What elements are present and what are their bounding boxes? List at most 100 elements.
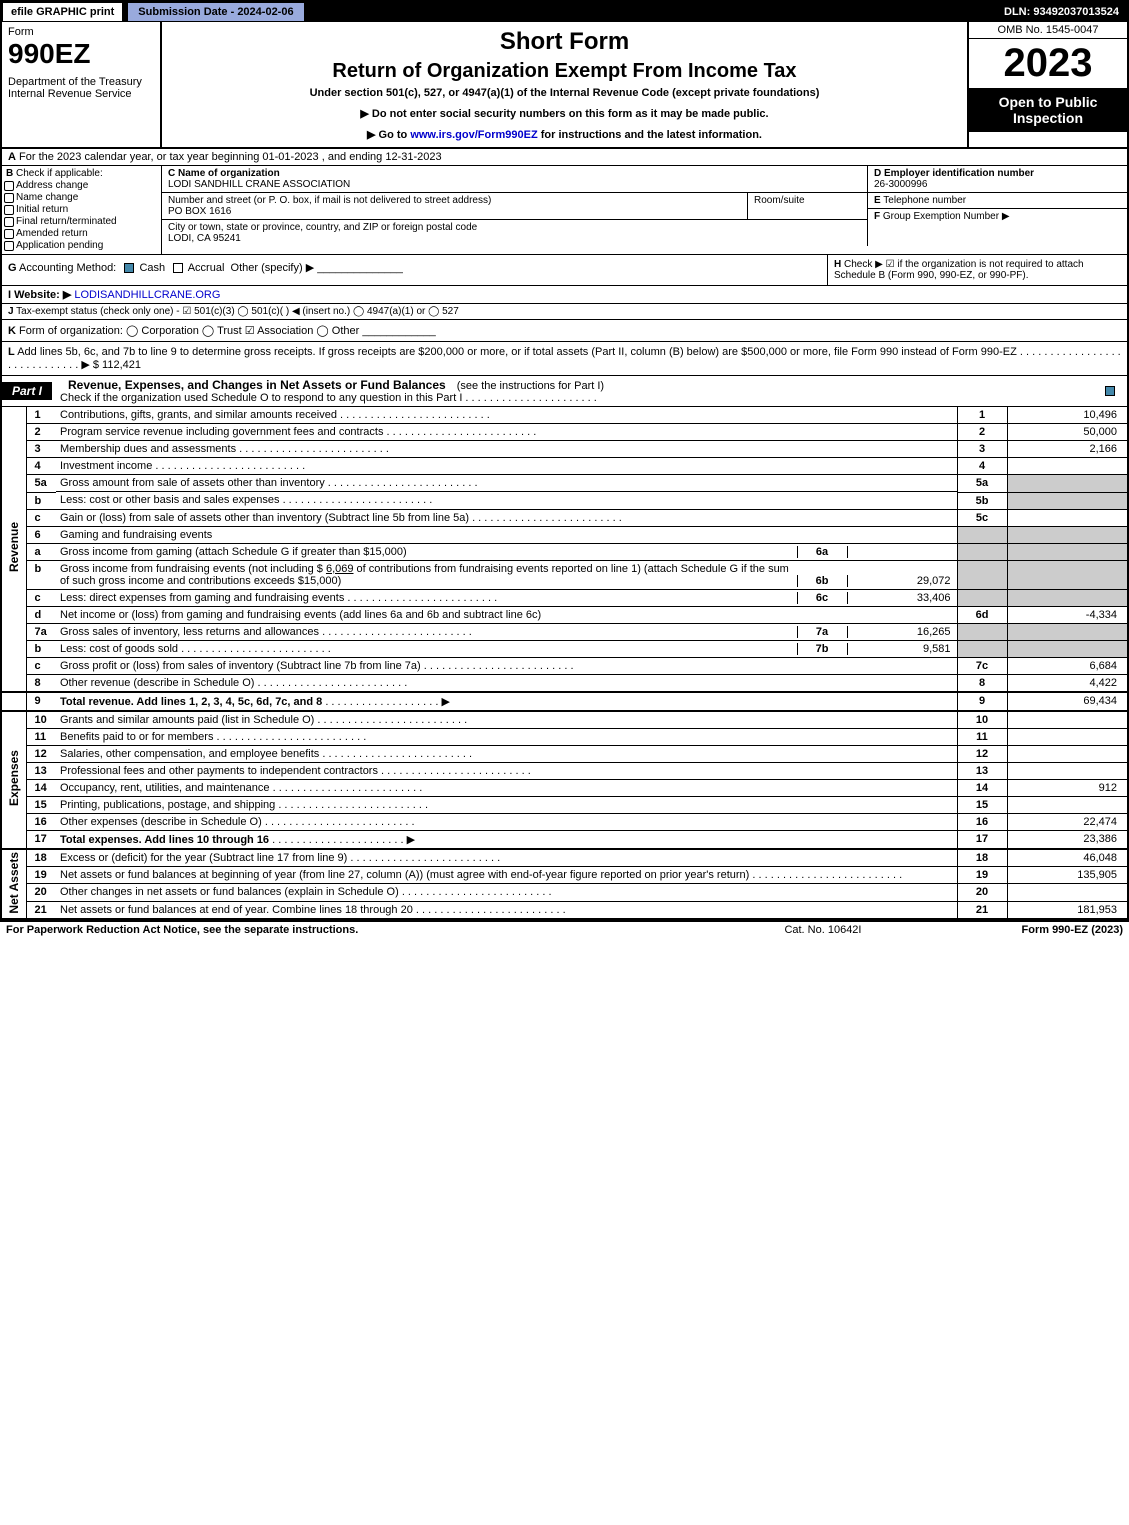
- checkbox-name-change[interactable]: Name change: [16, 192, 157, 203]
- f-label: F: [874, 211, 880, 222]
- b-label: B: [6, 168, 13, 179]
- checkbox-cash[interactable]: [124, 263, 134, 273]
- section-expenses: Expenses: [2, 711, 26, 849]
- sv-5a-pad: [1007, 475, 1127, 493]
- form-subtitle: Under section 501(c), 527, or 4947(a)(1)…: [172, 87, 957, 99]
- part-i-note: (see the instructions for Part I): [457, 380, 604, 392]
- g-label: G: [8, 262, 17, 274]
- desc-3: Membership dues and assessments: [56, 441, 957, 458]
- n-15: 15: [957, 796, 1007, 813]
- form-title-2: Return of Organization Exempt From Incom…: [172, 60, 957, 83]
- checkbox-initial-return[interactable]: Initial return: [16, 204, 157, 215]
- line-a: A For the 2023 calendar year, or tax yea…: [2, 149, 1127, 166]
- sv-5b-pad: [1007, 492, 1127, 509]
- desc-1: Contributions, gifts, grants, and simila…: [56, 407, 957, 424]
- desc-15: Printing, publications, postage, and shi…: [56, 796, 957, 813]
- v-14: 912: [1007, 779, 1127, 796]
- c-name-lbl: Name of organization: [178, 168, 280, 179]
- v-2: 50,000: [1007, 424, 1127, 441]
- n-6d: 6d: [957, 606, 1007, 623]
- footer-formno: Form 990-EZ (2023): [1022, 924, 1124, 936]
- desc-21: Net assets or fund balances at end of ye…: [56, 901, 957, 919]
- sv-7a: 16,265: [847, 626, 957, 638]
- desc-6b: Gross income from fundraising events (no…: [60, 563, 797, 587]
- n-3: 3: [957, 441, 1007, 458]
- v-19: 135,905: [1007, 866, 1127, 883]
- instructions-post: for instructions and the latest informat…: [538, 129, 762, 141]
- instructions-link[interactable]: www.irs.gov/Form990EZ: [410, 129, 537, 141]
- form-word: Form: [8, 26, 154, 38]
- line-a-label: A: [8, 151, 16, 163]
- desc-5c: Gain or (loss) from sale of assets other…: [56, 509, 957, 526]
- n-11: 11: [957, 728, 1007, 745]
- part-i-checkbox[interactable]: [1105, 386, 1115, 396]
- desc-13: Professional fees and other payments to …: [56, 762, 957, 779]
- form-number: 990EZ: [8, 38, 154, 70]
- efile-print-button[interactable]: efile GRAPHIC print: [2, 2, 123, 22]
- v-7c: 6,684: [1007, 657, 1127, 674]
- desc-4: Investment income: [56, 458, 957, 475]
- g-lbl: Accounting Method:: [19, 262, 116, 274]
- org-name: LODI SANDHILL CRANE ASSOCIATION: [168, 179, 350, 190]
- ssn-warning: ▶ Do not enter social security numbers o…: [172, 107, 957, 120]
- k-label: K: [8, 325, 16, 337]
- desc-5b: Less: cost or other basis and sales expe…: [56, 492, 957, 509]
- n-1: 1: [957, 407, 1007, 424]
- lines-table: Revenue 1 Contributions, gifts, grants, …: [2, 407, 1127, 920]
- v-13: [1007, 762, 1127, 779]
- sn-5b: 5b: [957, 492, 1007, 509]
- desc-7c: Gross profit or (loss) from sales of inv…: [56, 657, 957, 674]
- v-17: 23,386: [1007, 830, 1127, 849]
- row-i: I Website: ▶ LODISANDHILLCRANE.ORG: [2, 286, 1127, 304]
- v-5c: [1007, 509, 1127, 526]
- sn-5a: 5a: [957, 475, 1007, 493]
- desc-14: Occupancy, rent, utilities, and maintena…: [56, 779, 957, 796]
- section-netassets: Net Assets: [2, 849, 26, 920]
- desc-10: Grants and similar amounts paid (list in…: [56, 711, 957, 729]
- page-footer: For Paperwork Reduction Act Notice, see …: [0, 922, 1129, 938]
- checkbox-accrual[interactable]: [173, 263, 183, 273]
- i-label: I: [8, 289, 11, 301]
- desc-5a: Gross amount from sale of assets other t…: [60, 477, 953, 489]
- d-label: D: [874, 168, 881, 179]
- desc-7b: Less: cost of goods sold: [60, 643, 797, 655]
- desc-9: Total revenue. Add lines 1, 2, 3, 4, 5c,…: [56, 692, 957, 711]
- checkbox-final-return[interactable]: Final return/terminated: [16, 216, 157, 227]
- desc-6: Gaming and fundraising events: [56, 526, 957, 543]
- header-right: OMB No. 1545-0047 2023 Open to Public In…: [967, 22, 1127, 147]
- checkbox-address-change[interactable]: Address change: [16, 180, 157, 191]
- h-text: Check ▶ ☑ if the organization is not req…: [834, 259, 1084, 281]
- top-bar: efile GRAPHIC print Submission Date - 20…: [2, 2, 1127, 22]
- e-label: E: [874, 195, 881, 206]
- j-text: Tax-exempt status (check only one) - ☑ 5…: [16, 306, 459, 317]
- website-link[interactable]: LODISANDHILLCRANE.ORG: [74, 289, 220, 301]
- v-4: [1007, 458, 1127, 475]
- tax-year: 2023: [969, 39, 1127, 88]
- desc-6c: Less: direct expenses from gaming and fu…: [60, 592, 797, 604]
- v-6d: -4,334: [1007, 606, 1127, 623]
- n-10: 10: [957, 711, 1007, 729]
- row-bcdef: B Check if applicable: Address change Na…: [2, 166, 1127, 255]
- row-k: K Form of organization: ◯ Corporation ◯ …: [2, 320, 1127, 342]
- g-other: Other (specify) ▶: [231, 262, 315, 274]
- open-to-public-badge: Open to Public Inspection: [969, 88, 1127, 132]
- j-label: J: [8, 306, 14, 317]
- checkbox-amended-return[interactable]: Amended return: [16, 228, 157, 239]
- g-accrual: Accrual: [188, 262, 225, 274]
- lno-1: 1: [26, 407, 56, 424]
- n-19: 19: [957, 866, 1007, 883]
- sv-6b: 29,072: [847, 575, 957, 587]
- checkbox-application-pending[interactable]: Application pending: [16, 240, 157, 251]
- l-text: Add lines 5b, 6c, and 7b to line 9 to de…: [8, 346, 1121, 371]
- header-mid: Short Form Return of Organization Exempt…: [162, 22, 967, 147]
- h-label: H: [834, 259, 841, 270]
- sv-6a: [847, 546, 957, 558]
- v-9: 69,434: [1007, 692, 1127, 711]
- line-a-text: For the 2023 calendar year, or tax year …: [19, 151, 442, 163]
- footer-cat: Cat. No. 10642I: [784, 924, 861, 936]
- form-container: efile GRAPHIC print Submission Date - 20…: [0, 0, 1129, 922]
- sn-7a: 7a: [797, 626, 847, 638]
- v-11: [1007, 728, 1127, 745]
- v-8: 4,422: [1007, 674, 1127, 692]
- i-lbl: Website: ▶: [14, 289, 71, 301]
